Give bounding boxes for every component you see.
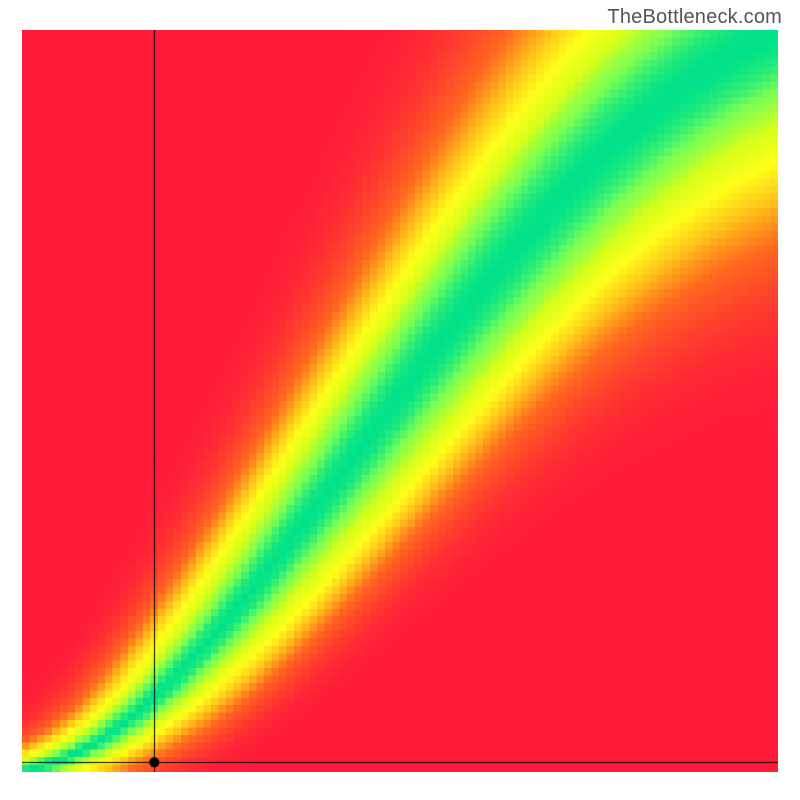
chart-container: { "watermark": { "text": "TheBottleneck.… bbox=[0, 0, 800, 800]
watermark-text: TheBottleneck.com bbox=[607, 6, 782, 29]
crosshair-overlay bbox=[22, 30, 778, 772]
